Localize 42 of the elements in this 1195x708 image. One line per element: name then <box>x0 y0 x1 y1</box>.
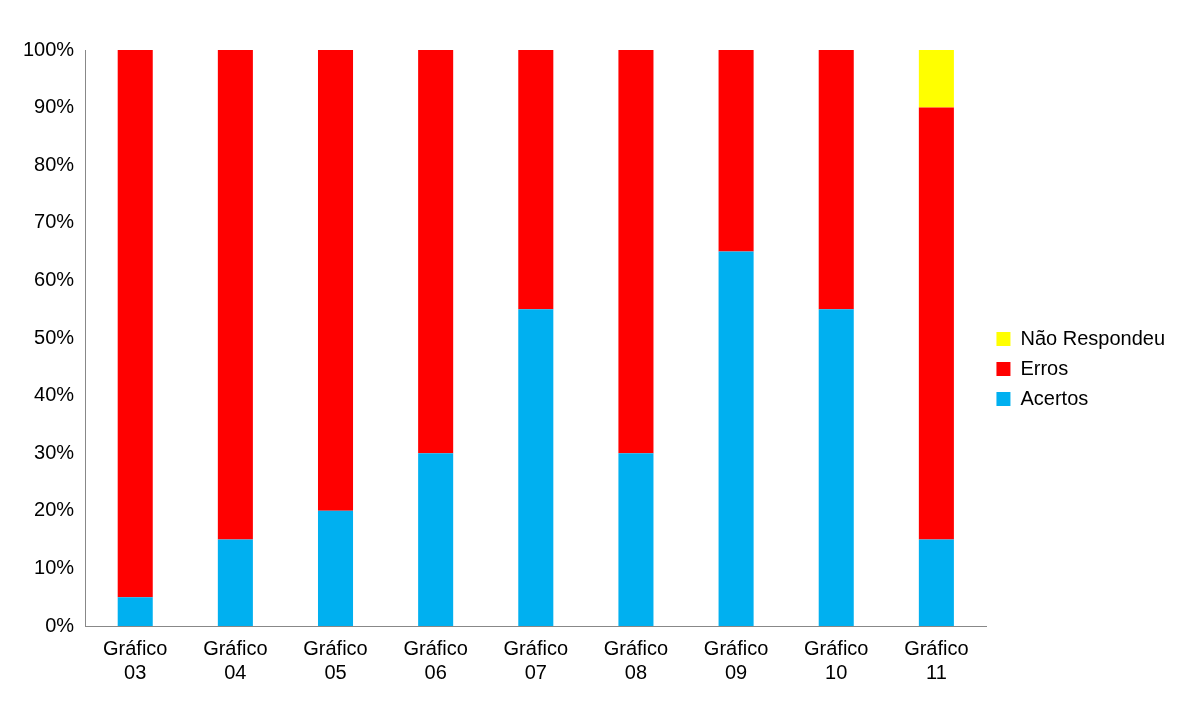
bar <box>518 309 554 626</box>
bar <box>317 510 354 626</box>
bar <box>217 539 253 626</box>
x-tick-label: Gráfico 11 <box>904 636 969 683</box>
y-tick-label: 50% <box>34 325 75 348</box>
y-tick-label: 0% <box>45 613 75 636</box>
bar <box>618 453 654 626</box>
bar <box>918 107 954 540</box>
bar <box>117 50 153 598</box>
bar <box>418 50 454 454</box>
bar <box>818 309 854 626</box>
bar <box>718 251 754 626</box>
x-tick-label: Gráfico 04 <box>203 636 268 683</box>
bar <box>818 50 854 310</box>
bar <box>217 50 253 540</box>
bar <box>117 597 153 626</box>
x-tick-label: Gráfico 07 <box>503 636 569 683</box>
x-tick-label: Gráfico 08 <box>603 636 669 683</box>
legend-label: Erros <box>1020 356 1069 379</box>
y-tick-label: 40% <box>34 383 75 406</box>
bar <box>918 50 954 108</box>
legend-label: Não Respondeu <box>1020 326 1166 349</box>
y-tick-label: 100% <box>23 37 75 60</box>
bar <box>518 50 554 310</box>
bar <box>718 50 754 252</box>
y-tick-label: 80% <box>34 152 75 175</box>
y-tick-label: 20% <box>34 498 75 521</box>
legend-label: Acertos <box>1020 386 1089 409</box>
y-tick-label: 30% <box>34 440 75 463</box>
bar <box>317 50 354 511</box>
bar <box>418 453 454 626</box>
bar <box>918 539 954 626</box>
y-tick-label: 60% <box>34 267 75 290</box>
x-tick-label: Gráfico 09 <box>703 636 769 683</box>
x-tick-label: Gráfico 05 <box>303 636 368 683</box>
x-tick-label: Gráfico 03 <box>102 636 168 683</box>
y-tick-label: 10% <box>34 555 75 578</box>
x-tick-label: Gráfico 10 <box>804 636 869 683</box>
y-tick-label: 70% <box>34 210 75 233</box>
x-tick-label: Gráfico 06 <box>403 636 468 683</box>
y-tick-label: 90% <box>34 95 75 118</box>
bar <box>618 50 654 454</box>
